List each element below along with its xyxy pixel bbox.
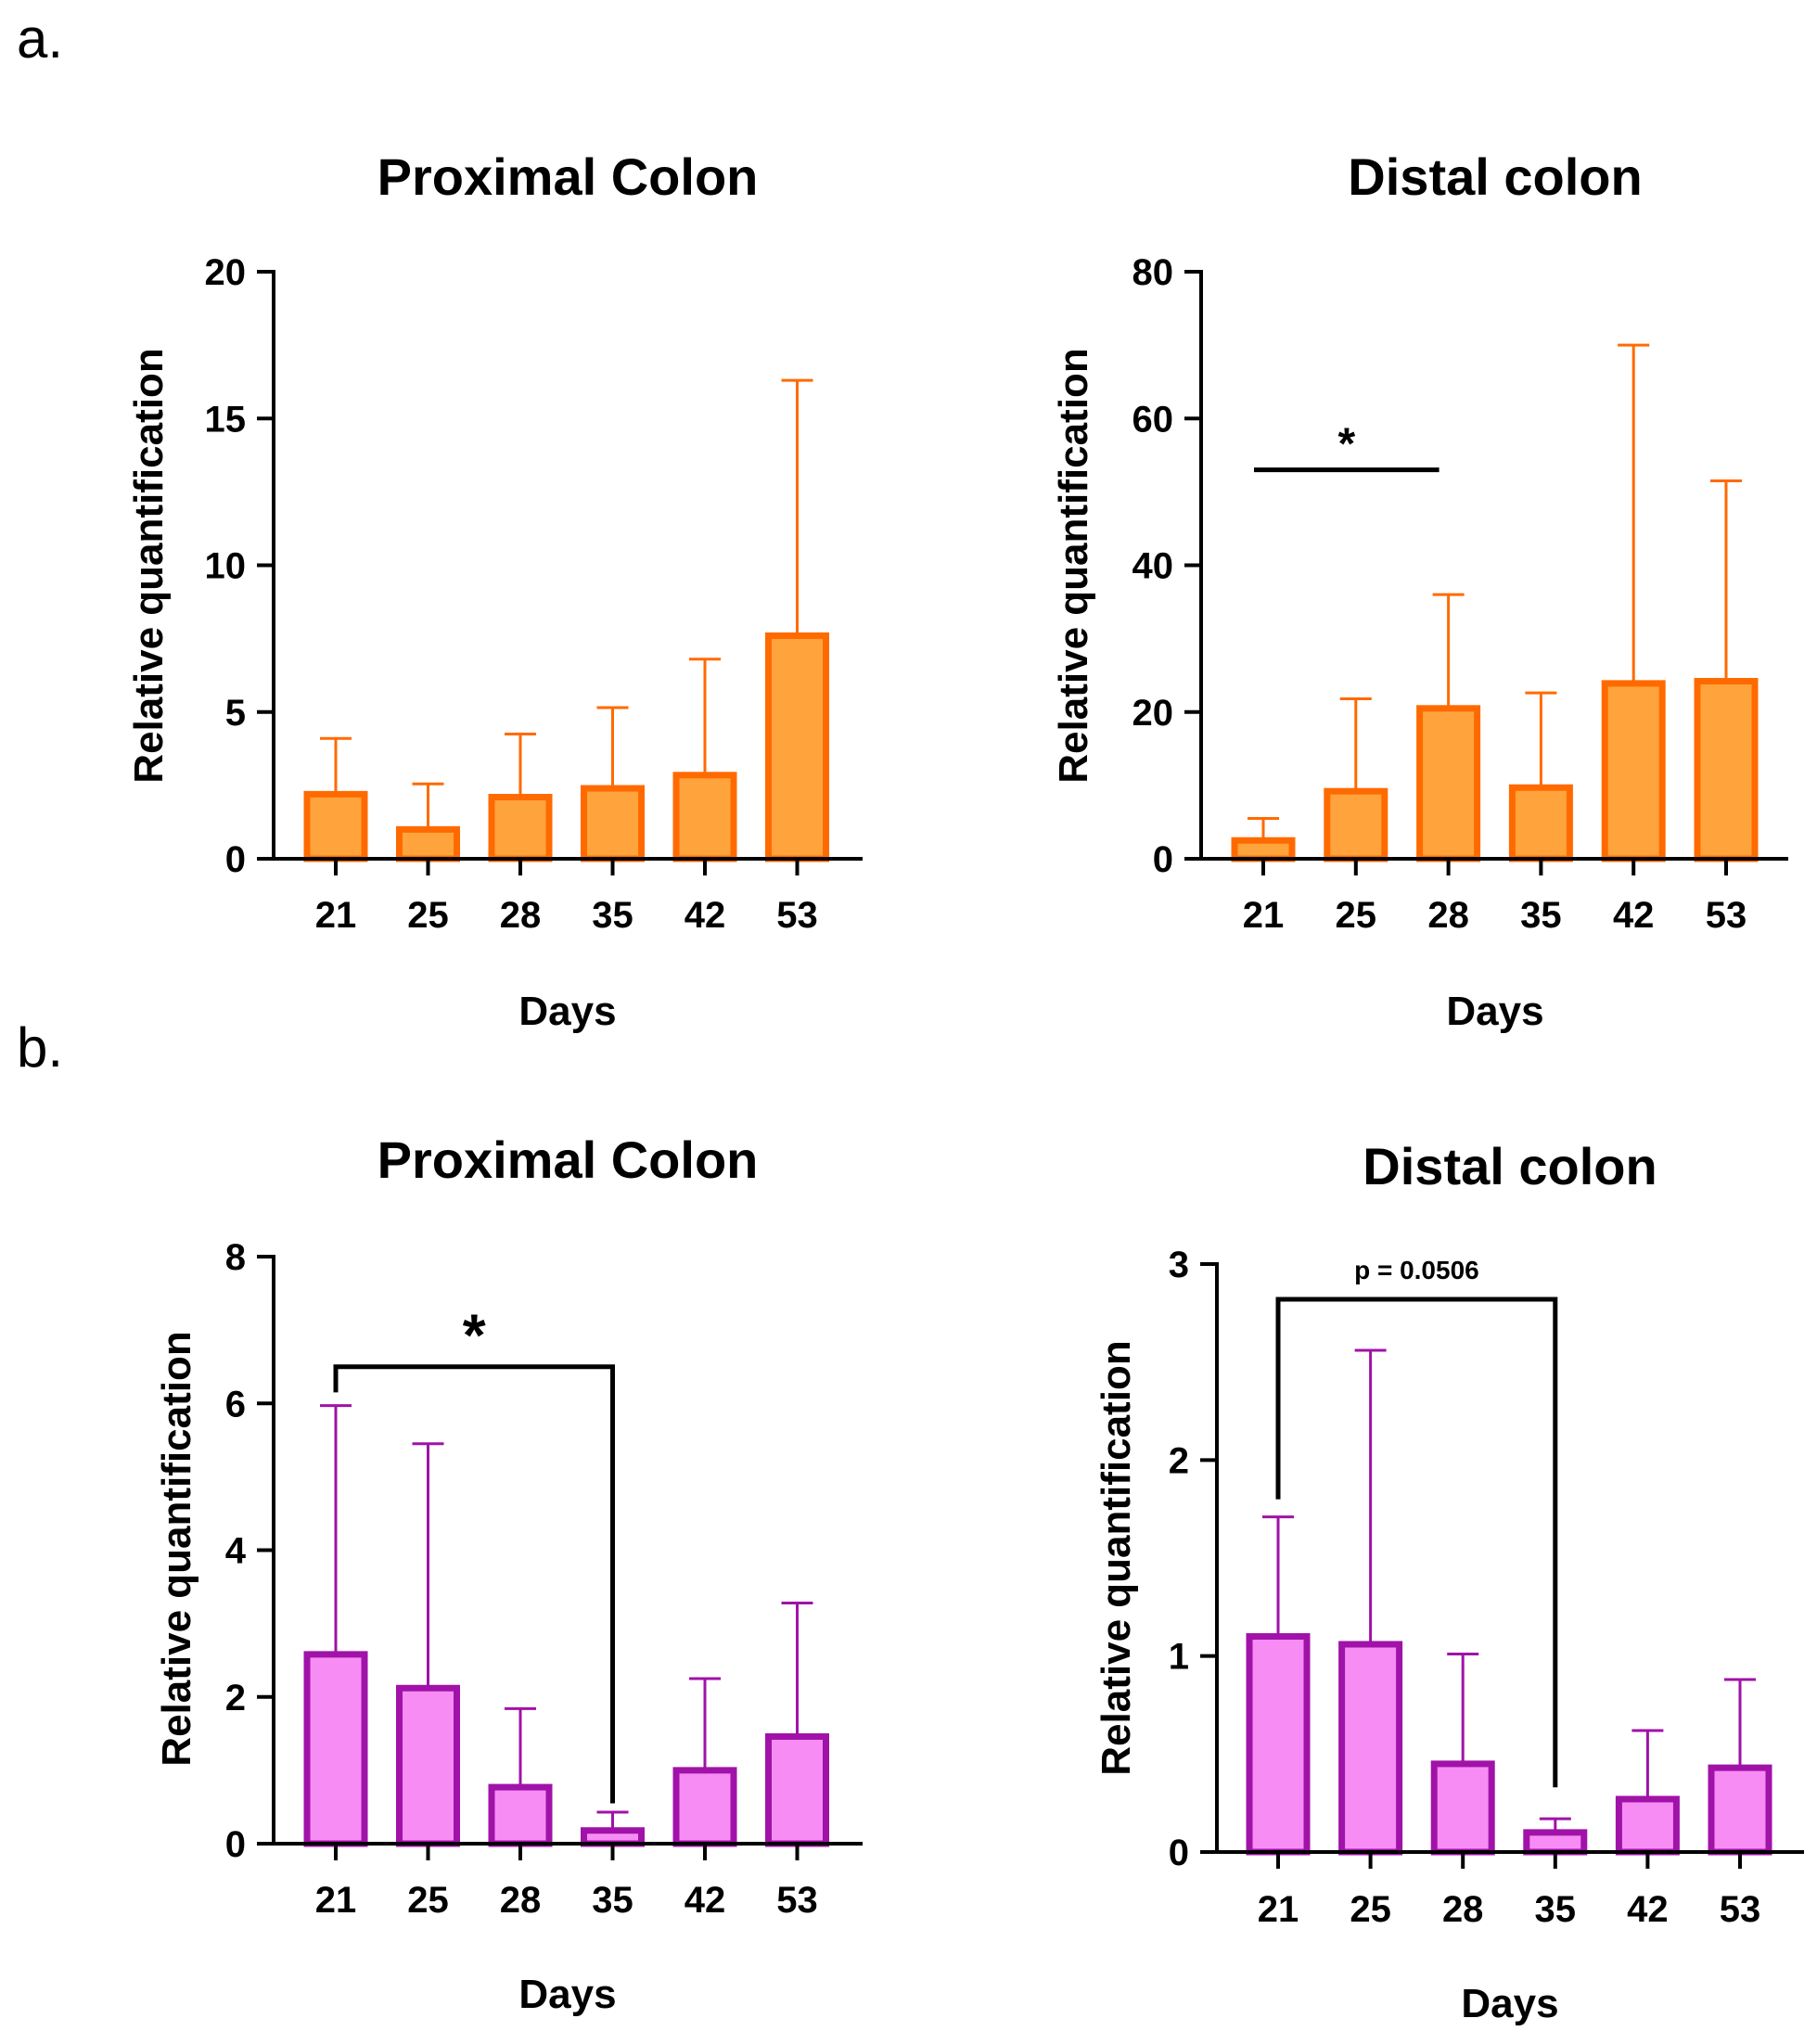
bar-day-21 (303, 1651, 368, 1847)
bar-day-42 (672, 1767, 737, 1847)
x-tick-label: 21 (1258, 1889, 1299, 1930)
y-axis-label: Relative quantification (1051, 348, 1096, 783)
chart-title: Proximal Colon (377, 1131, 759, 1189)
x-tick-label: 53 (776, 1880, 818, 1921)
bar-day-25 (396, 825, 460, 862)
y-tick-label: 15 (205, 399, 247, 440)
bar-day-21 (1231, 837, 1296, 862)
x-tick-label: 53 (1706, 895, 1747, 936)
charts-container: Proximal Colon Relative quantification Day… (126, 147, 1804, 2026)
y-tick-label: 5 (225, 693, 246, 734)
panel-label-b: b. (17, 1016, 63, 1079)
x-tick-label: 42 (685, 895, 726, 936)
y-axis-label: Relative quantification (126, 348, 172, 783)
chart-title: Distal colon (1348, 147, 1642, 206)
bar-day-28 (1430, 1760, 1495, 1856)
chart-1: Proximal Colon Relative quantification Day… (126, 147, 863, 1034)
y-tick-label: 2 (1169, 1440, 1189, 1481)
chart-title: Proximal Colon (377, 147, 759, 206)
panel-label-a: a. (17, 7, 63, 70)
bar-day-28 (488, 794, 553, 862)
significance-star: * (1337, 420, 1355, 469)
chart-title: Distal colon (1363, 1137, 1657, 1195)
significance-p-value: p = 0.0506 (1354, 1256, 1479, 1284)
x-tick-label: 35 (1520, 895, 1562, 936)
x-tick-label: 28 (500, 895, 542, 936)
x-axis-label: Days (1446, 989, 1543, 1034)
y-tick-label: 20 (205, 252, 247, 293)
bar-day-42 (1615, 1795, 1680, 1856)
x-axis-label: Days (518, 989, 616, 1034)
y-tick-label: 20 (1132, 693, 1174, 734)
bar-day-53 (1694, 678, 1759, 862)
bar-day-42 (1601, 680, 1666, 862)
x-axis-label: Days (518, 1972, 616, 2017)
x-tick-label: 53 (1720, 1889, 1761, 1930)
x-tick-label: 28 (500, 1880, 542, 1921)
y-tick-label: 10 (205, 546, 247, 587)
x-tick-label: 21 (1243, 895, 1285, 936)
chart-3: Proximal Colon Relative quantification Day… (154, 1131, 863, 2017)
bar-day-35 (581, 785, 645, 862)
bar-day-53 (765, 632, 829, 862)
significance-bracket (1275, 1297, 1558, 1788)
x-tick-label: 53 (776, 895, 818, 936)
x-tick-label: 21 (315, 895, 357, 936)
y-tick-label: 3 (1169, 1245, 1189, 1285)
x-tick-label: 35 (592, 1880, 633, 1921)
y-tick-label: 8 (225, 1237, 246, 1278)
x-tick-label: 25 (407, 895, 449, 936)
y-axis-label: Relative quantification (154, 1331, 199, 1766)
bar-day-28 (1416, 705, 1481, 862)
bar-day-21 (303, 790, 368, 862)
chart-2: Distal colon Relative quantification Days 0… (1051, 147, 1788, 1034)
y-tick-label: 40 (1132, 546, 1174, 587)
x-tick-label: 25 (407, 1880, 449, 1921)
y-tick-label: 0 (1169, 1833, 1189, 1873)
y-axis-label: Relative quantification (1094, 1340, 1139, 1775)
x-tick-label: 42 (685, 1880, 726, 1921)
y-tick-label: 60 (1132, 399, 1174, 440)
y-tick-label: 80 (1132, 252, 1174, 293)
bar-day-21 (1246, 1633, 1311, 1856)
y-tick-label: 0 (225, 1824, 246, 1865)
y-tick-label: 6 (225, 1384, 246, 1424)
bar-day-25 (1338, 1641, 1403, 1856)
x-tick-label: 25 (1350, 1889, 1391, 1930)
bar-day-35 (581, 1827, 645, 1847)
y-tick-label: 4 (225, 1531, 247, 1572)
chart-4: Distal colon Relative quantification Days 0… (1094, 1137, 1804, 2026)
significance-star: * (463, 1302, 486, 1369)
bar-day-42 (672, 772, 737, 862)
y-tick-label: 0 (1153, 839, 1173, 880)
y-tick-label: 0 (225, 839, 246, 880)
x-tick-label: 25 (1336, 895, 1377, 936)
x-tick-label: 42 (1613, 895, 1655, 936)
x-tick-label: 35 (1535, 1889, 1577, 1930)
significance-bracket (333, 1364, 615, 1804)
x-tick-label: 28 (1442, 1889, 1484, 1930)
y-tick-label: 1 (1169, 1637, 1189, 1678)
bar-day-53 (765, 1732, 829, 1847)
bar-day-35 (1508, 784, 1573, 862)
y-tick-label: 2 (225, 1678, 246, 1718)
bar-day-53 (1708, 1764, 1772, 1856)
bar-day-35 (1523, 1829, 1588, 1856)
x-tick-label: 21 (315, 1880, 357, 1921)
bar-day-25 (396, 1684, 460, 1847)
x-tick-label: 35 (592, 895, 633, 936)
bar-day-25 (1324, 787, 1388, 862)
x-tick-label: 28 (1427, 895, 1469, 936)
x-axis-label: Days (1461, 1981, 1558, 2026)
bar-day-28 (488, 1783, 553, 1847)
x-tick-label: 42 (1627, 1889, 1669, 1930)
